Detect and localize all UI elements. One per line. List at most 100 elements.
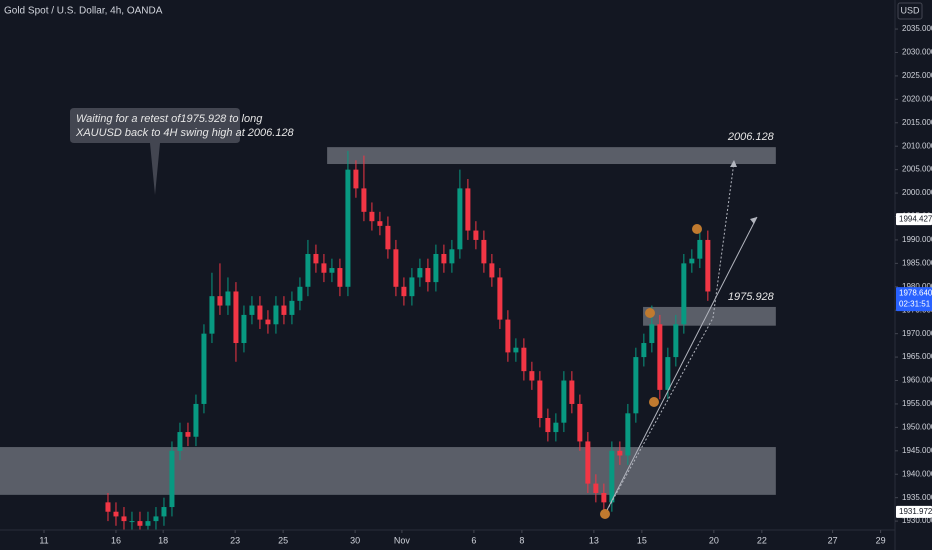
candle-body — [553, 422, 559, 433]
candle-body — [689, 258, 695, 264]
candle-body — [193, 403, 199, 437]
candle-body — [129, 521, 135, 523]
candle-body — [369, 211, 375, 222]
candle-body — [529, 371, 535, 381]
candle-body — [697, 239, 703, 259]
candle-body — [377, 221, 383, 226]
currency-box[interactable] — [897, 2, 923, 20]
y-tick-label: 1970.000 — [902, 329, 932, 338]
arrow-head — [730, 160, 737, 167]
candle-body — [217, 296, 223, 306]
candle-body — [321, 263, 327, 273]
candle-body — [353, 169, 359, 189]
candle-body — [393, 249, 399, 287]
candle-body — [241, 314, 247, 344]
candle-body — [705, 239, 711, 292]
candle-body — [585, 441, 591, 484]
candle-body — [409, 277, 415, 297]
x-tick-label: 6 — [471, 535, 476, 545]
candle-body — [313, 253, 319, 264]
x-tick-label: 22 — [757, 535, 767, 545]
dotted-line — [604, 317, 714, 515]
candle-body — [177, 432, 183, 451]
y-tick-label: 1990.000 — [902, 235, 932, 244]
candle-body — [289, 300, 295, 315]
currency: USD — [900, 5, 920, 15]
price-marker — [896, 213, 932, 226]
x-tick-label: 15 — [637, 535, 647, 545]
y-tick-label: 1980.000 — [902, 282, 932, 291]
x-tick-label: 13 — [589, 535, 599, 545]
price-marker-label: 1994.427 — [899, 214, 932, 223]
candle-body — [609, 450, 615, 503]
callout-bubble — [70, 108, 240, 195]
candle-body — [209, 296, 215, 334]
candle-body — [113, 511, 119, 517]
trend-line — [604, 216, 758, 515]
y-tick-label: 1930.000 — [902, 516, 932, 525]
candle-body — [617, 450, 623, 456]
candle-body — [417, 268, 423, 278]
candle-body — [521, 347, 527, 372]
y-tick-label: 1950.000 — [902, 422, 932, 431]
y-tick-label: 2020.000 — [902, 94, 932, 103]
arrow-head — [750, 217, 757, 224]
price-countdown: 02:31:51 — [899, 299, 931, 308]
candle-body — [449, 249, 455, 264]
candle-body — [625, 413, 631, 456]
y-tick-label: 1945.000 — [902, 446, 932, 455]
x-tick-label: 11 — [39, 535, 48, 545]
candle-body — [201, 333, 207, 404]
candle-body — [185, 432, 191, 437]
candle-body — [601, 492, 607, 503]
y-tick-label: 1940.000 — [902, 469, 932, 478]
x-tick-label: 18 — [158, 535, 168, 545]
zone-label: 1975.928 — [728, 291, 775, 303]
candle-body — [593, 483, 599, 493]
candle-body — [681, 263, 687, 325]
callout-text: XAUUSD back to 4H swing high at 2006.128 — [75, 127, 295, 139]
candle-body — [105, 502, 111, 512]
zone — [0, 447, 776, 495]
candle-body — [121, 516, 127, 522]
price-marker-label: 1931.972 — [899, 507, 932, 516]
candle-body — [281, 305, 287, 315]
price-marker — [896, 287, 932, 312]
candle-body — [345, 169, 351, 287]
y-tick-label: 2000.000 — [902, 188, 932, 197]
candle-body — [273, 305, 279, 325]
zone — [327, 147, 776, 165]
candle-body — [433, 253, 439, 283]
candle-body — [401, 286, 407, 297]
candle-body — [489, 263, 495, 278]
candle-body — [257, 305, 263, 320]
candle-body — [569, 380, 575, 404]
y-tick-label: 1935.000 — [902, 493, 932, 502]
x-tick-label: 30 — [350, 535, 360, 545]
y-tick-label: 1960.000 — [902, 376, 932, 385]
candle-body — [441, 253, 447, 264]
candle-body — [673, 324, 679, 358]
y-tick-label: 1955.000 — [902, 399, 932, 408]
candle-body — [265, 319, 271, 325]
candle-body — [225, 291, 231, 306]
candle-body — [233, 291, 239, 344]
candle-body — [481, 239, 487, 264]
candle-body — [497, 277, 503, 320]
candle-body — [297, 286, 303, 301]
candle-body — [513, 347, 519, 353]
candle-body — [633, 357, 639, 414]
candle-body — [385, 225, 391, 250]
zone-label: 2006.128 — [727, 131, 775, 143]
y-tick-label: 2010.000 — [902, 141, 932, 150]
candle-body — [465, 188, 471, 231]
candle-body — [305, 253, 311, 287]
marker-circle — [600, 509, 610, 519]
candle-body — [545, 418, 551, 433]
x-tick-label: 8 — [519, 535, 524, 545]
candle-body — [137, 521, 143, 526]
y-tick-label: 1985.000 — [902, 258, 932, 267]
y-tick-label: 2005.000 — [902, 165, 932, 174]
candle-body — [537, 380, 543, 419]
